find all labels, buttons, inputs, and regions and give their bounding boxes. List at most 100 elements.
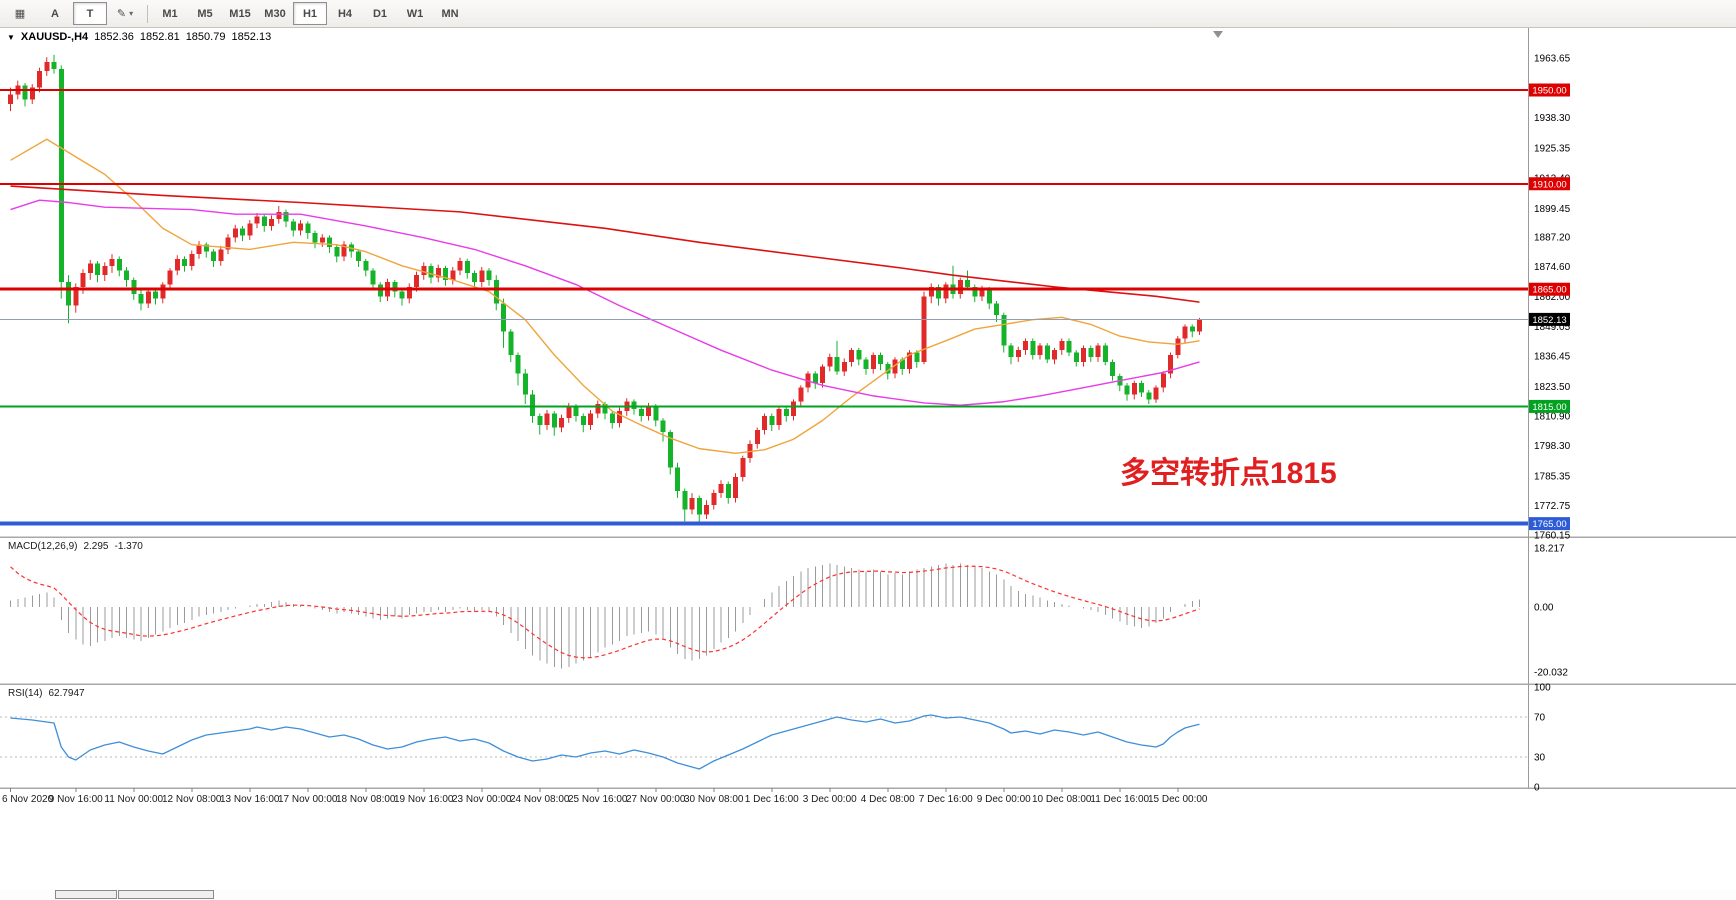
price-tick-label: 1887.20	[1534, 233, 1571, 244]
macd-name: MACD(12,26,9)	[8, 541, 78, 552]
price-badge-1910.00	[1529, 177, 1570, 191]
price-badge-1815.00	[1529, 399, 1570, 413]
macd-axis-label: -20.032	[1534, 667, 1568, 678]
macd-main-value: 2.295	[83, 541, 109, 552]
time-tick-label: 12 Nov 08:00	[162, 794, 222, 805]
text-tool-a-button[interactable]: A	[51, 7, 59, 20]
toolbar-separator	[147, 4, 148, 23]
timeframe-m15-button[interactable]: M15	[229, 7, 251, 20]
price-axis[interactable]: 1963.651950.701938.301925.351912.401899.…	[1528, 28, 1571, 788]
time-tick-label: 11 Nov 00:00	[104, 794, 163, 805]
price-tick-label: 1810.90	[1534, 412, 1571, 423]
macd-signal-value: -1.370	[114, 541, 143, 552]
bottom-tab-strip	[0, 890, 1736, 900]
toolbar-timeframes-group: M1 M5 M15 M30 H1 H4 D1 W1 MN	[153, 2, 467, 25]
time-tick-label: 9 Dec 00:00	[977, 794, 1031, 805]
time-tick-label: 10 Dec 08:00	[1032, 794, 1092, 805]
ohlc-low: 1850.79	[185, 31, 226, 43]
time-tick-label: 1 Dec 16:00	[745, 794, 799, 805]
price-tick-label: 1938.30	[1534, 113, 1571, 124]
time-tick-label: 17 Nov 00:00	[278, 794, 338, 805]
timeframe-h4-button[interactable]: H4	[337, 7, 353, 20]
chart-grid-button[interactable]: ▦	[14, 8, 26, 20]
rsi-axis-label: 70	[1534, 713, 1546, 724]
macd-axis-label: 18.217	[1534, 543, 1565, 554]
draw-style-dropdown-button[interactable]: ✎ ▾	[116, 8, 134, 20]
price-tick-label: 1823.50	[1534, 382, 1571, 393]
rsi-axis-label: 30	[1534, 753, 1546, 764]
time-tick-label: 27 Nov 00:00	[626, 794, 686, 805]
price-badge-1865.00	[1529, 282, 1570, 296]
price-badge-1815.00-label: 1815.00	[1532, 402, 1566, 413]
price-badge-1950.00-label: 1950.00	[1532, 86, 1566, 97]
timeframe-h1-button[interactable]: H1	[293, 2, 327, 25]
ohlc-high: 1852.81	[139, 31, 180, 43]
time-tick-label: 7 Dec 16:00	[919, 794, 973, 805]
price-tick-label: 1849.05	[1534, 322, 1571, 333]
macd-indicator-label: MACD(12,26,9) 2.295 -1.370	[8, 541, 143, 552]
toolbar-tools-group: ▦ A T ✎ ▾	[3, 2, 142, 25]
macd-axis-label: 0.00	[1534, 603, 1554, 614]
toolbar: ▦ A T ✎ ▾ M1 M5 M15 M30 H1 H4 D1 W1 MN	[0, 0, 1736, 28]
time-tick-label: 11 Dec 16:00	[1090, 794, 1149, 805]
current-price-badge-label: 1852.13	[1532, 315, 1566, 326]
time-tick-label: 9 Nov 16:00	[49, 794, 103, 805]
chart-shift-marker-icon[interactable]	[1213, 31, 1223, 38]
price-tick-label: 1785.35	[1534, 471, 1571, 482]
price-tick-label: 1862.00	[1534, 292, 1571, 303]
time-tick-label: 4 Dec 08:00	[861, 794, 915, 805]
symbol-dropdown-icon[interactable]: ▼	[7, 32, 15, 42]
price-badge-1765.00-label: 1765.00	[1532, 519, 1566, 530]
timeframe-mn-button[interactable]: MN	[441, 7, 459, 20]
time-tick-label: 18 Nov 08:00	[336, 794, 396, 805]
chart-tab[interactable]	[118, 890, 214, 899]
timeframe-w1-button[interactable]: W1	[406, 7, 424, 20]
macd-panel: 18.217 0.00 -20.032	[10, 543, 1568, 678]
price-tick-label: 1798.30	[1534, 441, 1571, 452]
price-tick-label: 1963.65	[1534, 54, 1571, 65]
rsi-indicator-label: RSI(14) 62.7947	[8, 688, 85, 699]
timeframe-m1-button[interactable]: M1	[162, 7, 178, 20]
price-badge-1765.00	[1529, 517, 1570, 531]
ohlc-close: 1852.13	[231, 31, 272, 43]
chart-region: 1963.651950.701938.301925.351912.401899.…	[0, 28, 1736, 900]
timeframe-m30-button[interactable]: M30	[264, 7, 286, 20]
rsi-axis-label: 0	[1534, 783, 1540, 794]
time-tick-label: 15 Dec 00:00	[1148, 794, 1208, 805]
rsi-panel: 100 70 30 0	[0, 683, 1551, 794]
timeframe-m5-button[interactable]: M5	[197, 7, 213, 20]
price-tick-label: 1772.75	[1534, 501, 1571, 512]
time-tick-label: 13 Nov 16:00	[220, 794, 280, 805]
chart-title: ▼ XAUUSD-,H4 1852.36 1852.81 1850.79 185…	[7, 31, 271, 43]
rsi-line	[10, 714, 1200, 770]
time-tick-label: 3 Dec 00:00	[803, 794, 857, 805]
ma-mid-magenta	[10, 199, 1200, 406]
macd-signal-line	[10, 565, 1200, 659]
chart-text-annotation[interactable]: 多空转折点1815	[1120, 457, 1337, 490]
price-tick-label: 1925.35	[1534, 143, 1571, 154]
time-tick-label: 6 Nov 2020	[2, 794, 54, 805]
rsi-axis-label: 100	[1534, 683, 1551, 694]
current-price-badge	[1529, 312, 1570, 326]
rsi-name: RSI(14)	[8, 688, 43, 699]
time-tick-label: 25 Nov 16:00	[568, 794, 628, 805]
price-badge-1950.00	[1529, 83, 1570, 97]
time-tick-label: 30 Nov 08:00	[684, 794, 744, 805]
ma-slow-red	[10, 185, 1200, 303]
time-tick-label: 19 Nov 16:00	[394, 794, 454, 805]
horizontal-lines-layer	[0, 89, 1528, 526]
text-tool-t-button[interactable]: T	[73, 2, 107, 25]
chart-tab[interactable]	[55, 890, 117, 899]
price-tick-label: 1760.15	[1534, 531, 1571, 542]
dropdown-caret-icon: ▾	[129, 9, 134, 18]
chart-canvas[interactable]: 1963.651950.701938.301925.351912.401899.…	[0, 28, 1736, 900]
time-tick-label: 24 Nov 08:00	[510, 794, 570, 805]
timeframe-d1-button[interactable]: D1	[372, 7, 388, 20]
rsi-value: 62.7947	[48, 688, 85, 699]
chart-symbol-timeframe: XAUUSD-,H4	[20, 31, 89, 43]
time-tick-label: 23 Nov 00:00	[452, 794, 512, 805]
candles-layer	[8, 54, 1202, 525]
price-badge-1910.00-label: 1910.00	[1532, 179, 1566, 190]
